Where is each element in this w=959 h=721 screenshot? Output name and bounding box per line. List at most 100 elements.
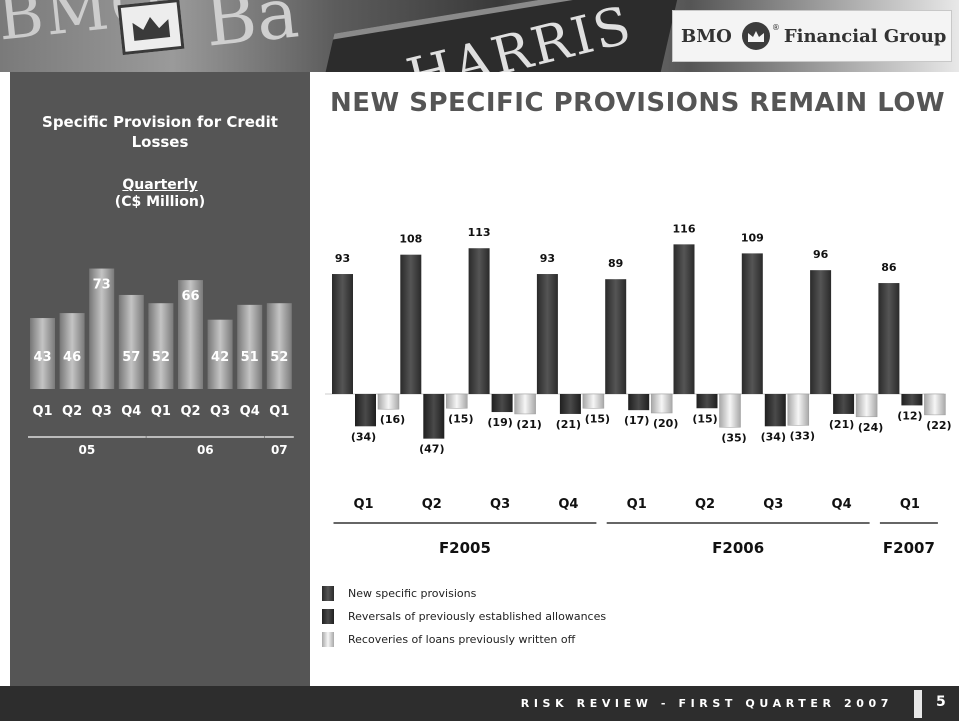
mini-year-label: 07 bbox=[271, 443, 288, 457]
mini-bar-value-label: 43 bbox=[33, 350, 51, 365]
new-provision-bar bbox=[536, 274, 558, 394]
mini-quarter-label: Q1 bbox=[32, 404, 52, 419]
footer-text: RISK REVIEW - FIRST QUARTER 2007 bbox=[520, 697, 893, 710]
new-provision-bar bbox=[673, 244, 695, 394]
header-bmo-emblem-icon bbox=[117, 0, 185, 56]
page-title: NEW SPECIFIC PROVISIONS REMAIN LOW bbox=[330, 88, 946, 118]
mini-bar bbox=[30, 318, 55, 389]
new-provision-bar bbox=[810, 270, 832, 394]
reversal-value-label: (15) bbox=[692, 412, 717, 425]
recovery-value-label: (15) bbox=[448, 412, 473, 425]
reversal-bar bbox=[559, 394, 581, 414]
reversal-bar bbox=[423, 394, 445, 439]
registered-mark: ® bbox=[771, 23, 780, 32]
reversal-bar bbox=[764, 394, 786, 427]
quarter-label: Q1 bbox=[353, 497, 373, 512]
mini-bar-value-label: 73 bbox=[93, 278, 111, 293]
quarter-label: Q1 bbox=[900, 497, 920, 512]
new-provision-value-label: 108 bbox=[399, 233, 422, 246]
reversal-value-label: (12) bbox=[897, 409, 922, 422]
new-provision-value-label: 96 bbox=[813, 248, 829, 261]
recovery-bar bbox=[446, 393, 468, 409]
legend-label: Reversals of previously established allo… bbox=[348, 610, 607, 623]
brand-bmo-text: BMO bbox=[681, 25, 732, 47]
recovery-value-label: (16) bbox=[380, 413, 405, 426]
recovery-value-label: (15) bbox=[585, 412, 610, 425]
mini-bar bbox=[89, 268, 115, 389]
recovery-value-label: (22) bbox=[926, 419, 951, 432]
mini-bar-value-label: 42 bbox=[211, 350, 229, 365]
header-banner: BMO Ba HARRIS BMO ® Financial Group bbox=[0, 0, 959, 72]
mini-bar-value-label: 66 bbox=[181, 289, 199, 304]
sidebar-panel: Specific Provision for Credit Losses Qua… bbox=[10, 72, 310, 686]
recovery-value-label: (20) bbox=[653, 417, 678, 430]
reversal-value-label: (34) bbox=[351, 430, 376, 443]
recovery-bar bbox=[787, 393, 810, 426]
recovery-value-label: (21) bbox=[516, 418, 541, 431]
reversal-value-label: (17) bbox=[624, 414, 649, 427]
recovery-value-label: (33) bbox=[790, 429, 815, 442]
mini-bar bbox=[178, 280, 203, 389]
mini-bar-value-label: 52 bbox=[152, 350, 170, 365]
recovery-bar bbox=[514, 393, 536, 415]
new-provision-value-label: 93 bbox=[335, 252, 350, 265]
footer-separator bbox=[914, 690, 922, 718]
legend-swatch-reversals bbox=[322, 609, 334, 624]
mini-bar-value-label: 51 bbox=[241, 350, 259, 365]
quarter-label: Q2 bbox=[695, 497, 715, 512]
mini-bar-chart: 43 46 73 57 52 66 42 51 52 Q1 Q2 Q3 Q4 Q1 Q2 Q3 Q4 Q1 05… bbox=[28, 268, 294, 457]
mini-year-label: 06 bbox=[197, 443, 214, 457]
recovery-bar bbox=[582, 393, 605, 409]
mini-bar bbox=[237, 304, 263, 389]
recovery-bar bbox=[650, 393, 673, 414]
new-provision-value-label: 109 bbox=[741, 231, 764, 244]
reversal-bar bbox=[628, 394, 650, 411]
reversal-value-label: (21) bbox=[556, 418, 581, 431]
mini-quarter-label: Q2 bbox=[180, 404, 200, 419]
new-provision-bar bbox=[605, 279, 627, 394]
mini-quarter-label: Q4 bbox=[121, 404, 141, 419]
mini-quarter-label: Q1 bbox=[151, 404, 171, 419]
mini-quarter-label: Q2 bbox=[62, 404, 82, 419]
legend-item-reversals: Reversals of previously established allo… bbox=[322, 605, 606, 628]
legend-label: Recoveries of loans previously written o… bbox=[348, 633, 576, 646]
recovery-value-label: (35) bbox=[721, 431, 746, 444]
new-provision-bar bbox=[400, 254, 422, 394]
quarter-label: Q3 bbox=[490, 497, 510, 512]
fiscal-year-label: F2006 bbox=[712, 539, 764, 557]
bmo-roundel-icon bbox=[741, 22, 770, 50]
sidebar-subtitle-quarterly: Quarterly bbox=[122, 177, 198, 193]
mini-bar-value-label: 52 bbox=[270, 350, 288, 365]
reversal-value-label: (19) bbox=[487, 416, 512, 429]
mini-quarter-label: Q1 bbox=[269, 404, 289, 419]
page-number: 5 bbox=[936, 694, 946, 710]
reversal-bar bbox=[901, 394, 923, 406]
reversal-value-label: (47) bbox=[419, 443, 444, 456]
new-provision-value-label: 86 bbox=[881, 261, 897, 274]
reversal-bar bbox=[355, 394, 376, 427]
sidebar-title: Specific Provision for Credit Losses bbox=[42, 113, 278, 151]
reversal-value-label: (21) bbox=[829, 418, 854, 431]
reversal-bar bbox=[491, 394, 513, 413]
legend-label: New specific provisions bbox=[348, 587, 477, 600]
mini-quarter-label: Q3 bbox=[92, 404, 112, 419]
legend-swatch-new bbox=[322, 586, 334, 601]
quarter-label: Q4 bbox=[558, 497, 578, 512]
sidebar-subtitle-units: (C$ Million) bbox=[114, 194, 206, 210]
mini-bar bbox=[207, 319, 233, 389]
quarter-label: Q4 bbox=[832, 497, 852, 512]
chart-legend: New specific provisions Reversals of pre… bbox=[322, 582, 606, 651]
mini-quarter-label: Q4 bbox=[240, 404, 260, 419]
new-provision-bar bbox=[878, 283, 900, 394]
fiscal-year-label: F2007 bbox=[883, 539, 935, 557]
recovery-bar bbox=[719, 393, 741, 428]
quarter-label: Q3 bbox=[763, 497, 783, 512]
main-bar-chart: 93 (34) (16) 108 (47) (15) 113 (19) (21) 93 (21) (1… bbox=[325, 222, 952, 557]
reversal-bar bbox=[833, 394, 855, 414]
new-provision-bar bbox=[741, 253, 763, 394]
mini-year-label: 05 bbox=[79, 443, 96, 457]
new-provision-value-label: 93 bbox=[540, 252, 555, 265]
reversal-value-label: (34) bbox=[761, 430, 786, 443]
fiscal-year-label: F2005 bbox=[439, 539, 491, 557]
footer-bar: RISK REVIEW - FIRST QUARTER 2007 5 bbox=[0, 686, 959, 721]
